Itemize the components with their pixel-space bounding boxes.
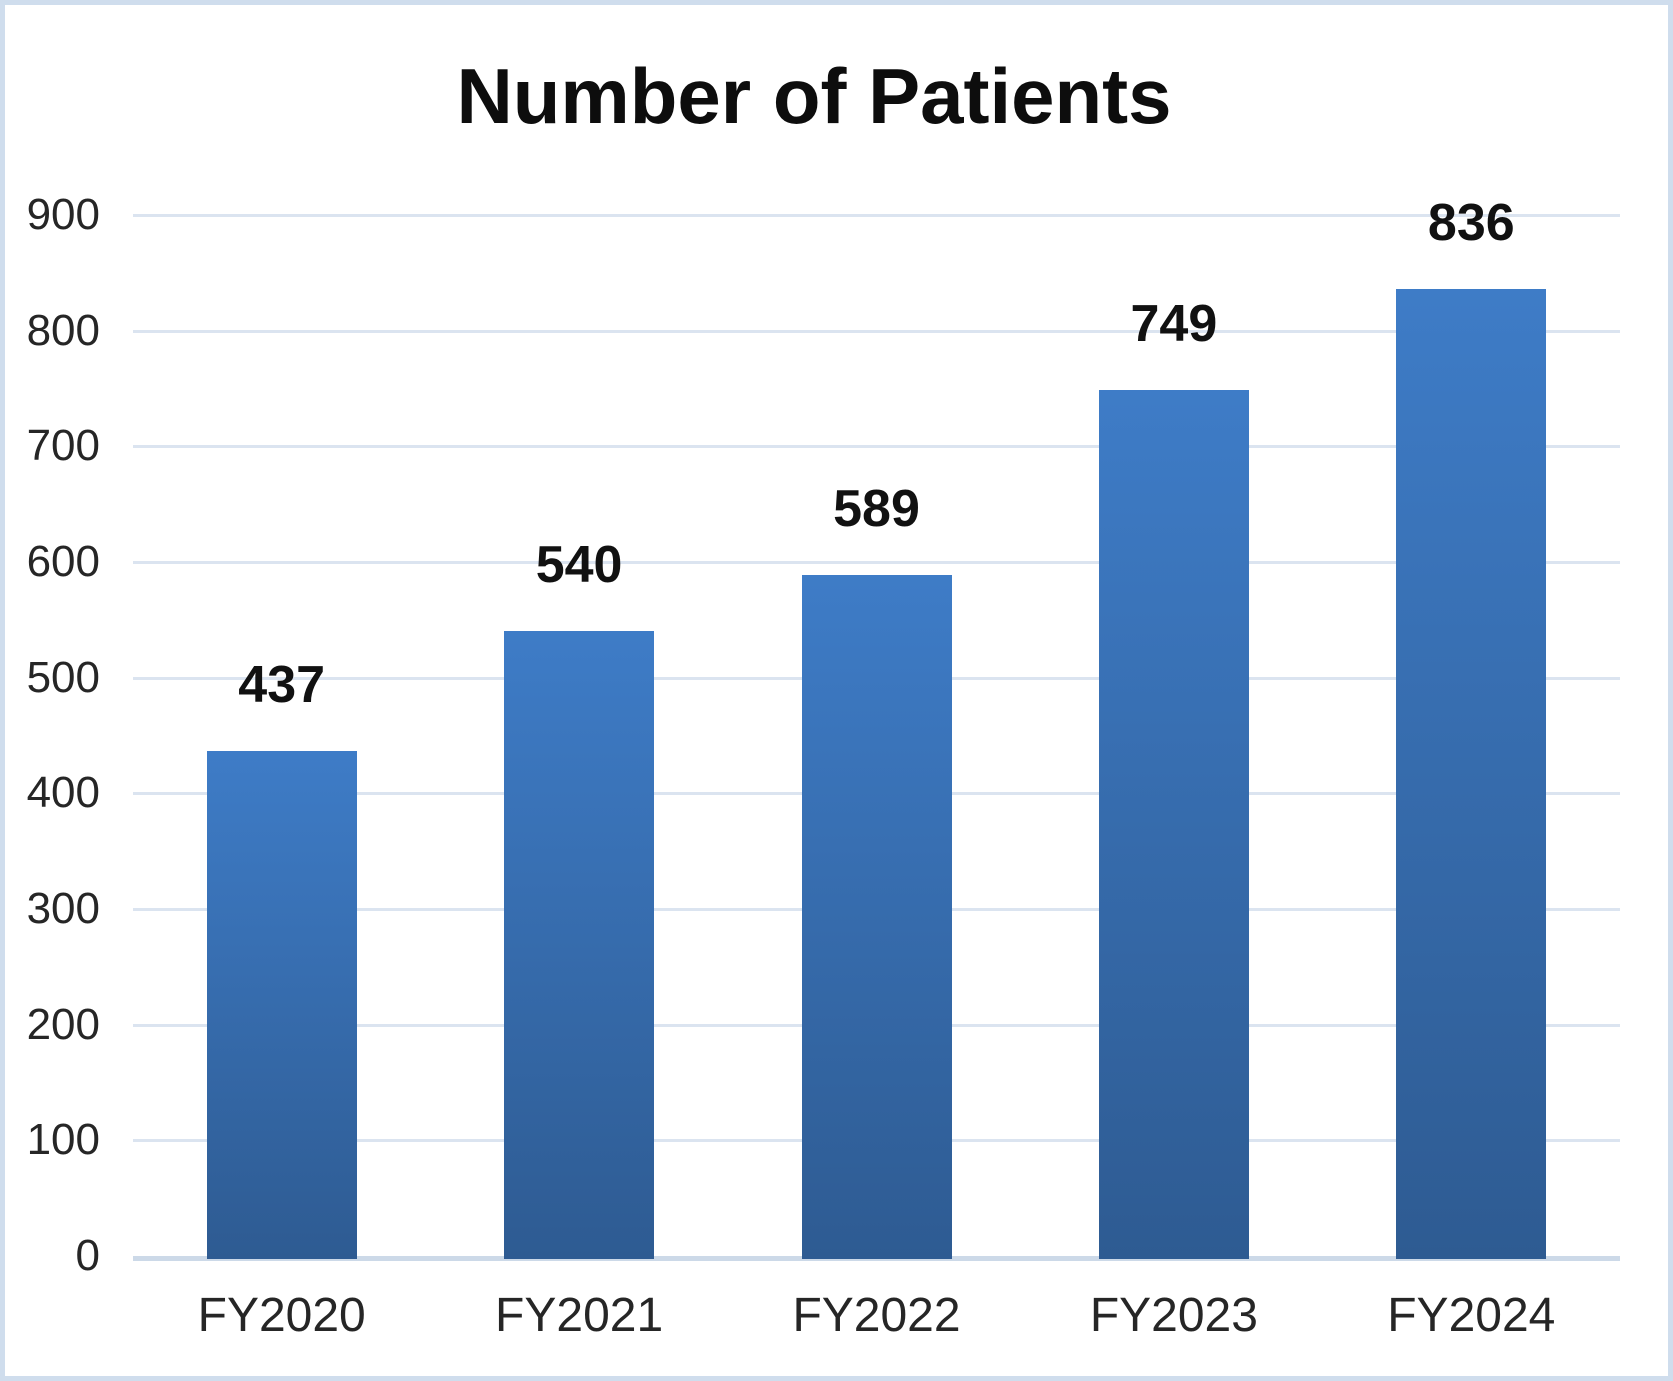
gridline xyxy=(133,561,1620,564)
y-axis-tick-label: 400 xyxy=(26,768,100,818)
y-axis-tick-label: 800 xyxy=(26,305,100,355)
bar xyxy=(1098,389,1249,1259)
y-axis-tick-label: 0 xyxy=(75,1231,100,1280)
y-axis-tick-label: 700 xyxy=(26,421,100,471)
y-axis-tick-label: 200 xyxy=(26,999,100,1049)
x-axis-tick-label: FY2022 xyxy=(792,1289,961,1342)
bar-value-label: 749 xyxy=(1130,294,1218,353)
x-axis-tick-label: FY2021 xyxy=(495,1289,664,1342)
bar-value-label: 437 xyxy=(238,655,326,714)
bar xyxy=(801,574,952,1259)
bar xyxy=(206,750,357,1259)
x-axis-tick-label: FY2020 xyxy=(197,1289,366,1342)
y-axis-tick-label: 300 xyxy=(26,884,100,933)
bar xyxy=(1396,289,1547,1259)
chart-title: Number of Patients xyxy=(456,52,1172,140)
bar-value-label: 589 xyxy=(833,479,920,538)
y-axis-tick-label: 600 xyxy=(26,537,100,586)
gridline xyxy=(133,445,1620,449)
y-axis-tick-label: 500 xyxy=(26,652,100,702)
y-axis-tick-label: 900 xyxy=(26,190,100,239)
y-axis-tick-label: 100 xyxy=(26,1115,100,1165)
gridline xyxy=(133,214,1620,217)
gridline xyxy=(133,329,1620,333)
bar-value-label: 540 xyxy=(535,536,623,595)
bar xyxy=(504,631,655,1259)
x-axis-tick-label: FY2023 xyxy=(1089,1289,1258,1342)
bar-value-label: 836 xyxy=(1427,194,1515,253)
x-axis-tick-label: FY2024 xyxy=(1387,1289,1556,1342)
